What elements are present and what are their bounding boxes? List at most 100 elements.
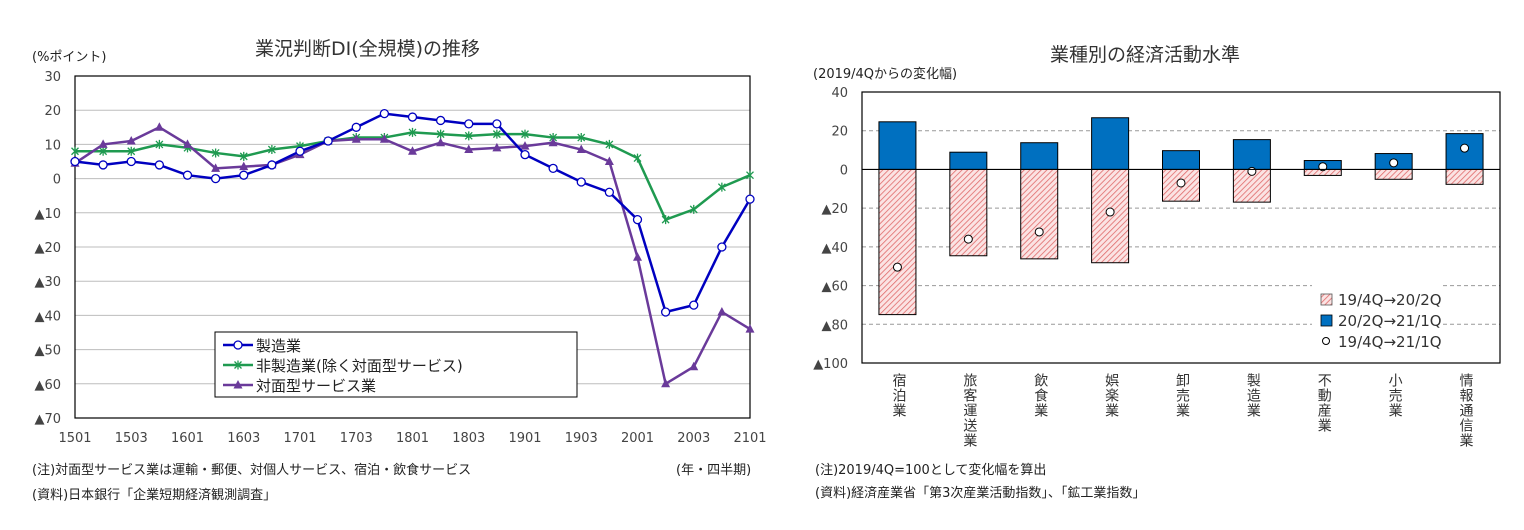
asterisk-marker [127,146,136,156]
legend-swatch-blue [1320,314,1333,327]
x-tick-label: 2101 [733,431,766,446]
triangle-marker [126,135,136,145]
asterisk-marker [746,170,754,180]
circle-marker [464,119,474,129]
x-tick-label: 1901 [508,431,541,446]
category-label: 小売業 [1386,373,1403,418]
bar-20q2-21q1 [949,151,988,170]
series-2 [70,122,755,388]
x-tick-label: 1503 [115,431,148,446]
dot-19q4-21q1 [1176,178,1186,188]
y-tick-label: 20 [44,104,61,119]
asterisk-marker [155,139,164,149]
circle-marker [351,122,361,132]
triangle-marker [464,144,474,154]
triangle-marker [239,161,249,171]
asterisk-marker [689,204,698,214]
legend-label: 対面型サービス業 [256,377,376,395]
circle-marker [717,242,727,252]
triangle-marker [154,122,164,131]
y-tick-label: ▲20 [34,241,61,256]
triangle-marker [689,361,699,371]
category-label: 宿泊業 [890,373,907,418]
y-tick-label: ▲40 [34,309,61,324]
dot-19q4-21q1 [892,262,902,272]
left-chart-xlabel: (年・四半期) [676,463,752,478]
circle-marker [98,160,108,170]
dot-19q4-21q1 [1318,162,1328,172]
asterisk-marker [661,215,670,225]
category-label: 娯楽業 [1103,373,1120,418]
circle-marker [548,163,558,173]
x-tick-label: 1803 [452,431,485,446]
bar-19q4-20q2 [1020,168,1059,260]
y-tick-label: 30 [44,70,61,85]
y-tick-label: 40 [831,86,848,101]
legend-label: 非製造業(除く対面型サービス) [256,357,463,375]
legend: 19/4Q→20/2Q 20/2Q→21/1Q 19/4Q→21/1Q [1312,285,1442,355]
asterisk-marker [436,129,445,139]
triangle-marker [661,378,671,388]
y-tick-label: ▲80 [821,318,848,333]
bar-group [1303,160,1342,176]
category-label: 卸売業 [1174,373,1190,418]
circle-marker [233,340,243,350]
asterisk-marker [577,133,586,143]
bar-20q2-21q1 [1091,117,1130,170]
y-tick-label: 0 [53,173,61,188]
y-tick-label: ▲30 [34,275,61,290]
triangle-marker [436,137,446,147]
dot-19q4-21q1 [1247,166,1257,176]
bar-group [1162,150,1200,202]
bar-20q2-21q1 [1162,150,1200,170]
circle-marker [182,170,193,180]
y-tick-label: 0 [840,163,848,178]
legend-label: 製造業 [256,337,301,355]
dot-19q4-21q1 [1460,143,1470,153]
circle-marker [492,119,502,129]
triangle-marker [717,306,727,316]
triangle-marker [745,324,755,333]
dot-19q4-21q1 [1389,158,1399,168]
legend-label: 20/2Q→21/1Q [1338,312,1442,330]
x-tick-label: 1501 [58,431,91,446]
circle-marker [660,307,671,317]
asterisk-marker [717,182,726,192]
x-tick-label: 1903 [565,431,598,446]
asterisk-marker [211,148,220,158]
asterisk-marker [239,151,248,161]
triangle-marker [604,156,614,165]
circle-marker [154,160,165,170]
category-label: 製造業 [1244,373,1261,418]
triangle-marker [576,144,586,154]
right-chart-note: (注)2019/4Q=100として変化幅を算出 [815,463,1047,478]
asterisk-marker [464,131,473,141]
x-tick-label: 1603 [227,431,260,446]
circle-marker [126,156,136,167]
triangle-marker [98,139,108,148]
category-label: 情報通信業 [1457,373,1474,448]
category-label: 不動産業 [1315,373,1332,433]
plot-frame [74,75,751,419]
y-tick-label: ▲70 [34,412,61,427]
circle-marker [689,300,699,310]
x-tick-label: 1601 [171,431,204,446]
circle-marker [239,170,249,180]
circle-marker [435,115,446,126]
triangle-marker [233,380,243,389]
y-tick-label: ▲20 [821,202,848,217]
triangle-marker [633,252,642,261]
y-tick-label: ▲60 [821,280,848,295]
triangle-marker [211,163,221,172]
bar-19q4-20q2 [1445,168,1484,185]
bar-19q4-20q2 [1374,168,1413,180]
circle-marker [379,108,390,119]
series-0 [70,108,755,317]
asterisk-marker [605,139,614,149]
bar-19q4-20q2 [878,168,917,316]
plot-frame [861,91,1501,364]
right-chart-source: (資料)経済産業省「第3次産業活動指数」、「鉱工業指数」 [815,486,1146,501]
dot-19q4-21q1 [1034,227,1044,237]
